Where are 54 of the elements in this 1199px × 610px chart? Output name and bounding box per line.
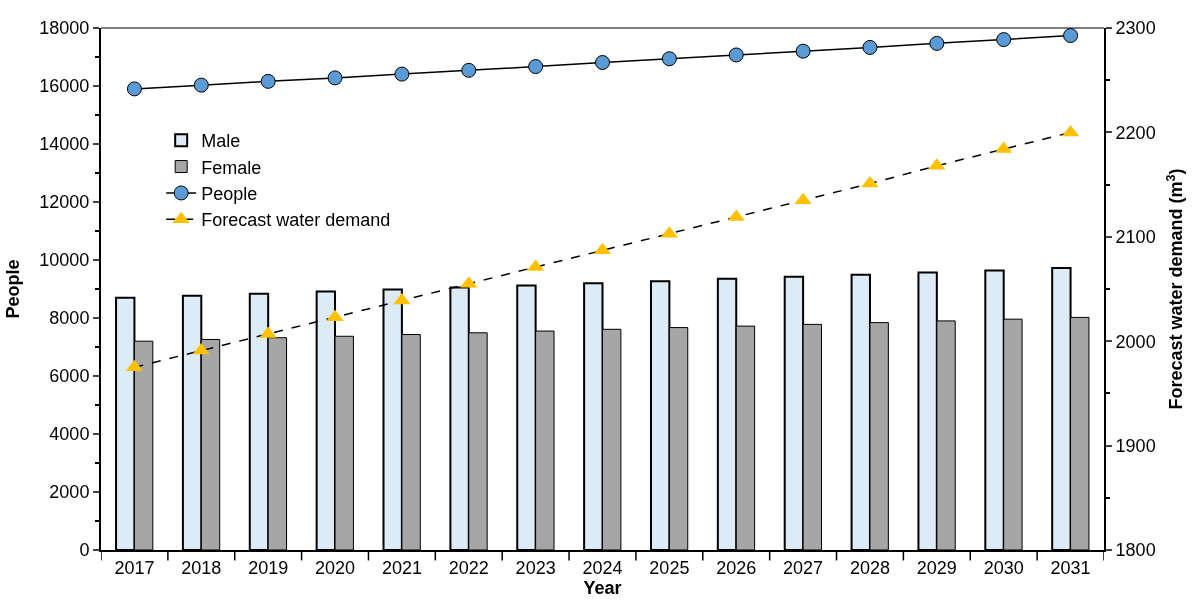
x-tick-label: 2026 — [716, 557, 757, 578]
legend-label: Male — [201, 131, 241, 152]
y-tick-label: 14000 — [39, 134, 90, 155]
legend-label: Female — [201, 157, 262, 178]
point — [795, 43, 811, 59]
x-axis-title: Year — [583, 577, 622, 598]
x-tick-label: 2024 — [582, 557, 623, 578]
legend-label: Forecast water demand — [201, 210, 391, 231]
y2-tick-label: 1900 — [1115, 435, 1156, 456]
y-tick-label: 2000 — [49, 482, 90, 503]
y-tick-label: 8000 — [49, 308, 90, 329]
point — [728, 47, 744, 63]
point — [528, 59, 544, 75]
y-tick-label: 16000 — [39, 76, 90, 97]
x-tick-label: 2029 — [916, 557, 957, 578]
x-tick-label: 2030 — [983, 557, 1024, 578]
point — [996, 32, 1012, 48]
y-tick-label: 12000 — [39, 192, 90, 213]
x-tick-label: 2031 — [1050, 557, 1091, 578]
point — [126, 81, 142, 97]
x-tick-label: 2027 — [783, 557, 824, 578]
point — [929, 35, 945, 51]
y-tick-label: 4000 — [49, 424, 90, 445]
y2-tick-label: 1800 — [1115, 540, 1156, 561]
x-tick-label: 2023 — [515, 557, 556, 578]
legend-label: People — [201, 183, 258, 204]
point — [193, 77, 209, 93]
point — [595, 55, 610, 70]
x-tick-label: 2020 — [315, 557, 356, 578]
y2-tick-label: 2200 — [1115, 122, 1156, 143]
y2-tick-label: 2100 — [1115, 227, 1156, 248]
point — [862, 39, 878, 55]
y2-tick-label: 2000 — [1115, 331, 1156, 352]
x-tick-label: 2025 — [649, 557, 690, 578]
y-axis-title: People — [3, 259, 24, 319]
y-tick-label: 18000 — [39, 18, 90, 39]
y-tick-label: 6000 — [49, 366, 90, 387]
x-tick-label: 2018 — [181, 557, 222, 578]
point — [794, 192, 812, 205]
y-tick-label: 10000 — [39, 250, 90, 271]
point — [461, 62, 477, 78]
point — [661, 51, 677, 67]
point — [1063, 28, 1079, 44]
point — [393, 292, 411, 305]
x-tick-label: 2028 — [849, 557, 890, 578]
x-tick-label: 2022 — [448, 557, 489, 578]
point — [260, 73, 276, 89]
x-tick-label: 2017 — [114, 557, 155, 578]
point — [327, 70, 343, 86]
x-tick-label: 2021 — [381, 557, 422, 578]
point — [394, 66, 410, 82]
x-tick-label: 2019 — [248, 557, 289, 578]
y-tick-label: 0 — [79, 540, 90, 561]
y2-tick-label: 2300 — [1115, 18, 1156, 39]
